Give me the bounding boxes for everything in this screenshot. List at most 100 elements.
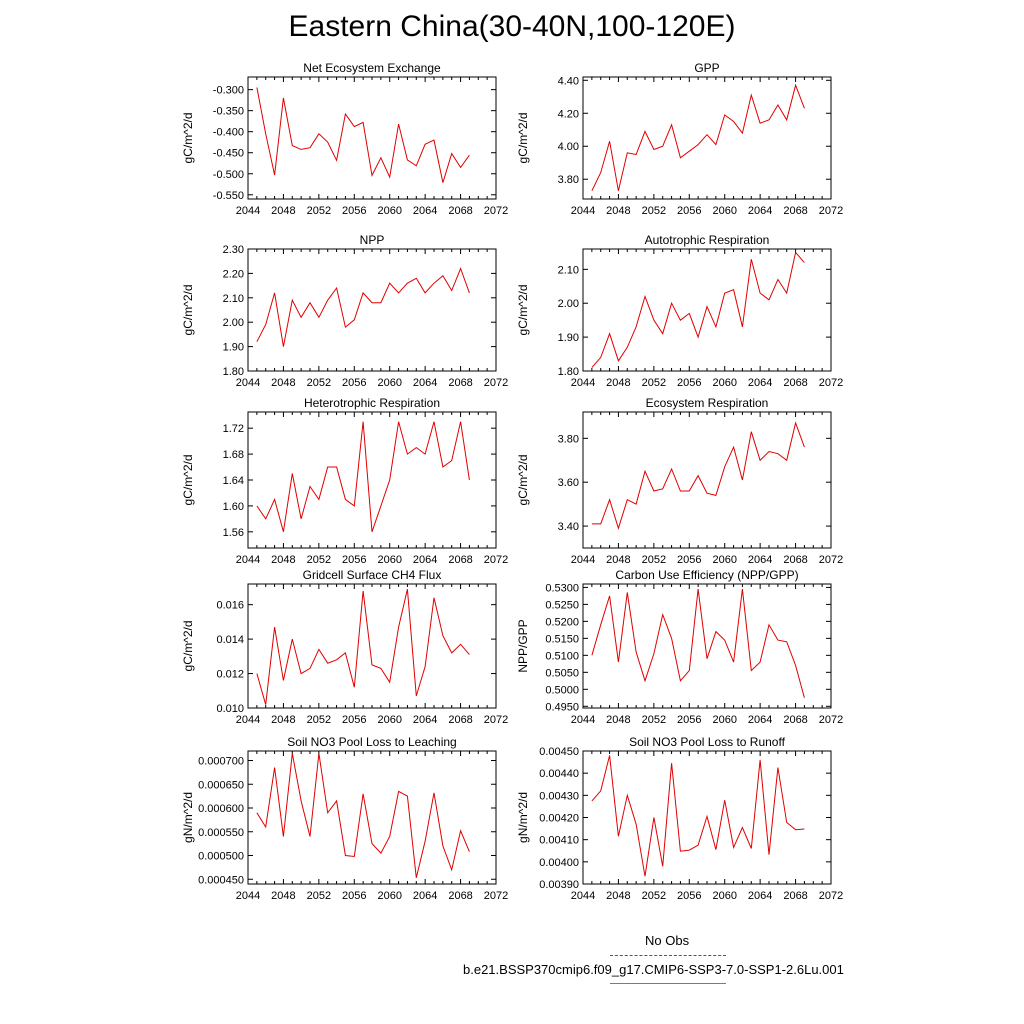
y-axis-label: gC/m^2/d — [181, 621, 195, 672]
x-tick-label: 2068 — [448, 205, 472, 217]
y-tick-label: 0.00390 — [539, 879, 579, 891]
y-tick-label: 2.20 — [223, 268, 244, 280]
y-tick-label: 0.5250 — [545, 599, 579, 611]
chart-panel-2: NPP gC/m^2/d 2044 2048 2052 2056 2060 2064 2068 2… — [181, 233, 508, 389]
x-tick-label: 2064 — [413, 890, 437, 902]
y-tick-label: 2.10 — [223, 293, 244, 305]
x-tick-label: 2044 — [571, 205, 595, 217]
series-line-0 — [256, 87, 470, 183]
y-tick-label: 2.10 — [558, 264, 579, 276]
x-tick-label: 2064 — [413, 205, 437, 217]
x-tick-label: 2044 — [236, 205, 260, 217]
y-tick-label: 1.72 — [223, 423, 244, 435]
x-tick-label: 2060 — [377, 554, 401, 566]
x-tick-label: 2048 — [606, 554, 630, 566]
y-tick-label: -0.300 — [213, 85, 244, 97]
y-tick-label: 4.20 — [558, 108, 579, 120]
y-tick-label: 0.000600 — [198, 803, 244, 815]
y-tick-label: 4.40 — [558, 75, 579, 87]
x-tick-label: 2048 — [271, 205, 295, 217]
x-tick-label: 2056 — [677, 205, 701, 217]
x-tick-label: 2072 — [484, 890, 508, 902]
x-tick-label: 2068 — [783, 554, 807, 566]
x-tick-label: 2072 — [819, 205, 843, 217]
y-tick-label: 0.5100 — [545, 650, 579, 662]
y-axis-label: gC/m^2/d — [516, 113, 530, 164]
x-tick-label: 2072 — [819, 554, 843, 566]
x-tick-label: 2072 — [819, 714, 843, 726]
y-tick-label: 3.60 — [558, 477, 579, 489]
chart-panel-8: Soil NO3 Pool Loss to Leaching gN/m^2/d 20… — [181, 735, 508, 902]
y-tick-label: -0.400 — [213, 127, 244, 139]
x-tick-label: 2064 — [748, 205, 772, 217]
x-tick-label: 2064 — [413, 554, 437, 566]
y-tick-label: 0.010 — [216, 703, 244, 715]
x-tick-label: 2044 — [571, 377, 595, 389]
y-tick-label: 0.016 — [216, 600, 244, 612]
series-line-0 — [256, 421, 470, 532]
x-tick-label: 2048 — [271, 714, 295, 726]
y-tick-label: -0.450 — [213, 148, 244, 160]
x-tick-label: 2056 — [677, 714, 701, 726]
x-tick-label: 2056 — [342, 377, 366, 389]
x-tick-label: 2072 — [484, 377, 508, 389]
x-tick-label: 2068 — [783, 377, 807, 389]
x-tick-label: 2064 — [413, 377, 437, 389]
x-tick-label: 2056 — [677, 554, 701, 566]
chart-title: Heterotrophic Respiration — [304, 396, 440, 410]
legend-model-line — [610, 983, 726, 984]
y-axis-label: gN/m^2/d — [516, 792, 530, 843]
y-tick-label: 1.80 — [558, 366, 579, 378]
x-tick-label: 2060 — [377, 205, 401, 217]
y-tick-label: -0.550 — [213, 190, 244, 202]
y-tick-label: 1.80 — [223, 366, 244, 378]
y-tick-label: 1.60 — [223, 501, 244, 513]
x-tick-label: 2048 — [271, 554, 295, 566]
x-tick-label: 2060 — [712, 714, 736, 726]
y-tick-label: 4.00 — [558, 141, 579, 153]
chart-title: Carbon Use Efficiency (NPP/GPP) — [615, 568, 798, 582]
chart-title: Net Ecosystem Exchange — [303, 61, 441, 75]
y-tick-label: 0.000500 — [198, 851, 244, 863]
x-tick-label: 2060 — [712, 377, 736, 389]
x-tick-label: 2072 — [819, 377, 843, 389]
x-tick-label: 2048 — [271, 890, 295, 902]
x-tick-label: 2052 — [307, 377, 331, 389]
plot-frame — [582, 248, 832, 372]
chart-panel-6: Gridcell Surface CH4 Flux gC/m^2/d 2044 204… — [181, 568, 508, 726]
x-tick-label: 2068 — [783, 714, 807, 726]
x-tick-label: 2064 — [748, 377, 772, 389]
x-tick-label: 2056 — [342, 714, 366, 726]
x-tick-label: 2044 — [236, 377, 260, 389]
y-tick-label: 0.000550 — [198, 827, 244, 839]
x-tick-label: 2060 — [712, 890, 736, 902]
x-tick-label: 2072 — [484, 554, 508, 566]
x-tick-label: 2056 — [677, 377, 701, 389]
x-tick-label: 2048 — [606, 890, 630, 902]
x-tick-label: 2072 — [484, 714, 508, 726]
y-tick-label: 2.00 — [558, 298, 579, 310]
x-tick-label: 2044 — [236, 554, 260, 566]
y-tick-label: 0.014 — [216, 634, 244, 646]
x-tick-label: 2060 — [377, 714, 401, 726]
y-tick-label: 0.00430 — [539, 790, 579, 802]
series-line-0 — [591, 83, 805, 192]
y-axis-label: gC/m^2/d — [181, 113, 195, 164]
x-tick-label: 2052 — [307, 714, 331, 726]
legend-model-label: b.e21.BSSP370cmip6.f09_g17.CMIP6-SSP3-7.… — [463, 962, 844, 977]
chart-panel-7: Carbon Use Efficiency (NPP/GPP) NPP/GPP 20… — [516, 568, 843, 726]
x-tick-label: 2044 — [236, 714, 260, 726]
x-tick-label: 2052 — [642, 890, 666, 902]
x-tick-label: 2072 — [819, 890, 843, 902]
y-tick-label: 3.40 — [558, 521, 579, 533]
y-tick-label: 0.00440 — [539, 768, 579, 780]
chart-title: Autotrophic Respiration — [645, 233, 770, 247]
chart-title: Soil NO3 Pool Loss to Leaching — [287, 735, 456, 749]
x-tick-label: 2052 — [307, 205, 331, 217]
y-tick-label: 0.5300 — [545, 582, 579, 594]
x-tick-label: 2052 — [642, 554, 666, 566]
chart-panel-1: GPP gC/m^2/d 2044 2048 2052 2056 2060 2064 2068 2… — [516, 61, 843, 217]
y-tick-label: 0.000700 — [198, 756, 244, 768]
x-tick-label: 2068 — [448, 554, 472, 566]
